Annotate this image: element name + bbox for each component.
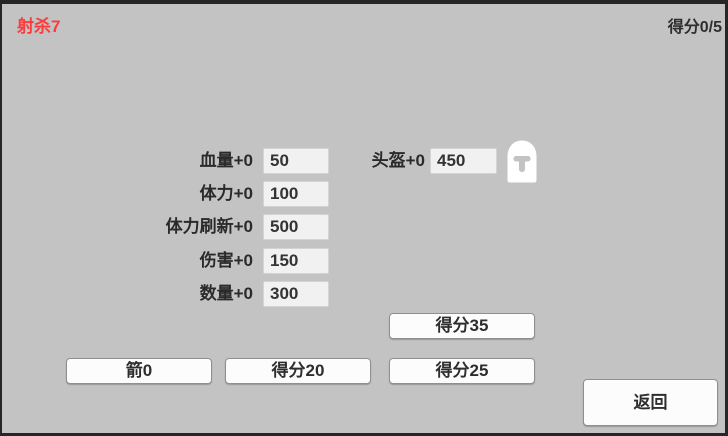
stat-label-stamina-refresh: 体力刷新+0 bbox=[165, 217, 253, 236]
stat-label-stamina: 体力+0 bbox=[199, 184, 253, 203]
stat-label-helmet: 头盔+0 bbox=[371, 151, 425, 170]
score-25-button[interactable]: 得分25 bbox=[389, 358, 535, 384]
damage-input[interactable] bbox=[263, 248, 329, 274]
stat-label-hp: 血量+0 bbox=[199, 151, 253, 170]
back-button[interactable]: 返回 bbox=[583, 379, 718, 426]
stat-label-damage: 伤害+0 bbox=[199, 251, 253, 270]
frame-bottom bbox=[0, 433, 728, 436]
helmet-input[interactable] bbox=[430, 148, 497, 174]
score-35-button[interactable]: 得分35 bbox=[389, 313, 535, 339]
hp-input[interactable] bbox=[263, 148, 329, 174]
score-20-button[interactable]: 得分20 bbox=[225, 358, 371, 384]
helmet-icon bbox=[504, 140, 540, 183]
frame-top bbox=[0, 0, 728, 4]
score-label: 得分0/5 bbox=[667, 19, 722, 36]
stamina-input[interactable] bbox=[263, 181, 329, 207]
frame-right bbox=[725, 0, 728, 436]
stamina-refresh-input[interactable] bbox=[263, 214, 329, 240]
stat-label-quantity: 数量+0 bbox=[199, 284, 253, 303]
frame-left bbox=[0, 0, 2, 436]
quantity-input[interactable] bbox=[263, 281, 329, 307]
arrow-count-button[interactable]: 箭0 bbox=[66, 358, 212, 384]
kill-count-label: 射杀7 bbox=[17, 17, 61, 36]
